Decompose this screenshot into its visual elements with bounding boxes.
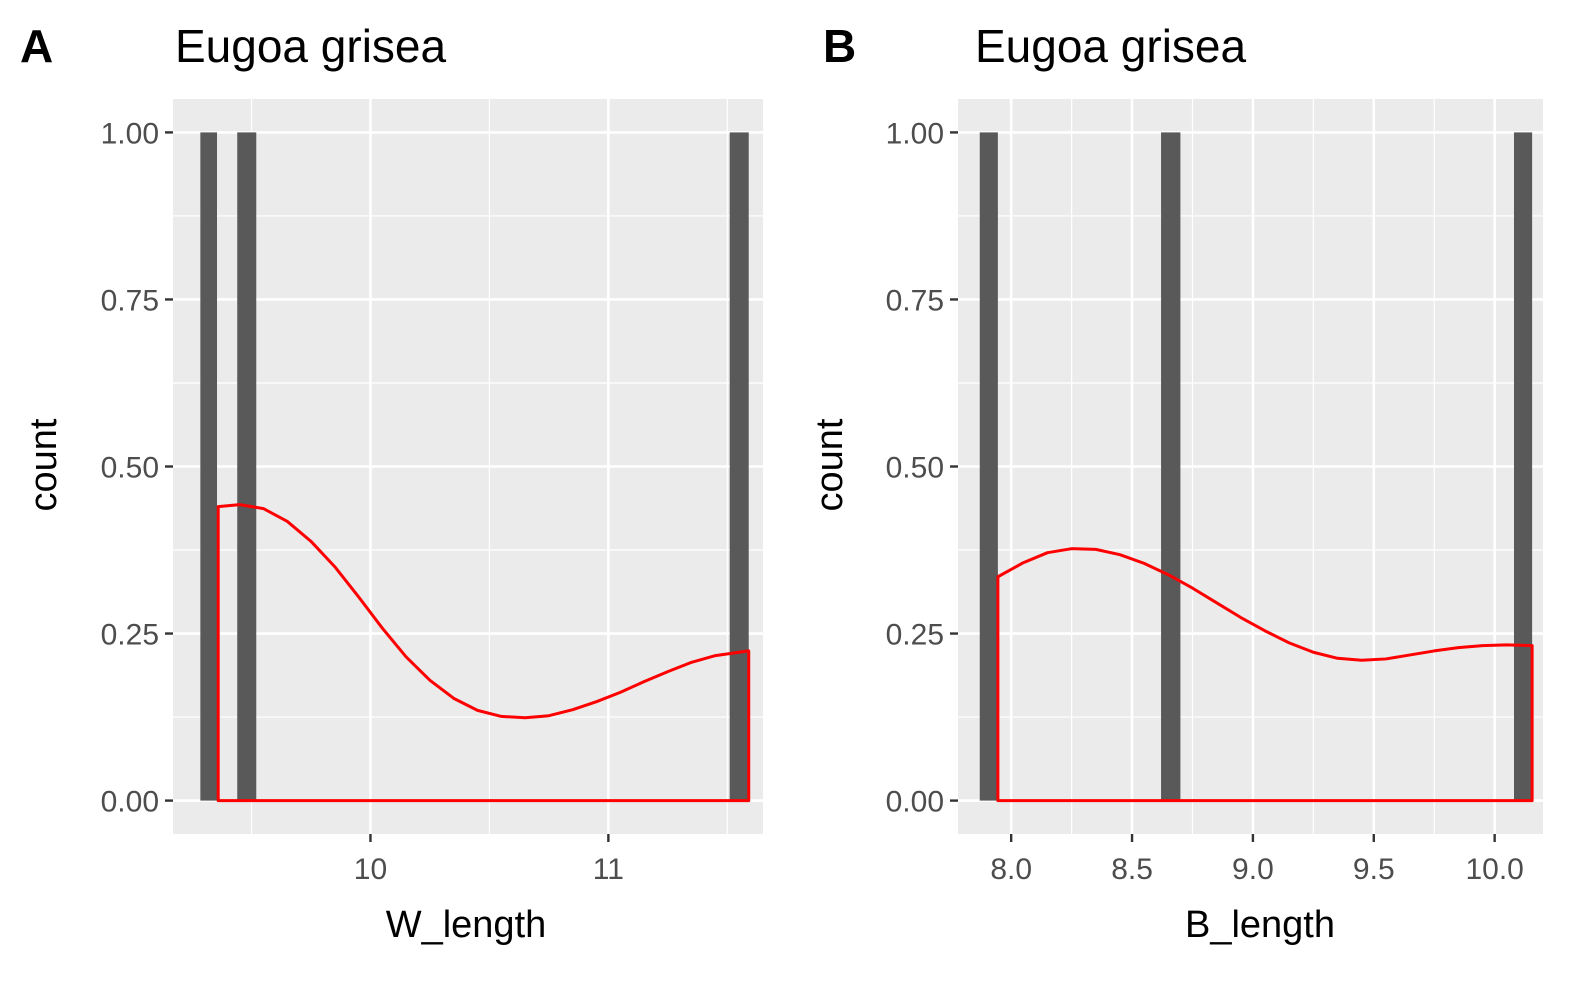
y-tick-label: 1.00	[886, 117, 944, 150]
y-axis-title: count	[809, 418, 851, 511]
histogram-bar	[979, 132, 998, 801]
x-axis-title: W_length	[386, 904, 547, 946]
y-tick-label: 0.25	[101, 619, 159, 652]
y-tick-label: 1.00	[101, 117, 159, 150]
density-curve	[216, 503, 751, 803]
x-tick-label: 9.5	[1353, 853, 1395, 886]
histogram-bar	[237, 132, 257, 801]
x-tick-label: 11	[593, 853, 624, 886]
y-tick-label: 0.75	[101, 284, 159, 317]
panel-label: A	[20, 20, 53, 72]
histogram-bar	[1513, 132, 1533, 801]
histogram-bar	[729, 132, 749, 801]
x-tick-label: 10	[354, 853, 387, 886]
y-tick-label: 0.25	[886, 619, 944, 652]
histogram-bar	[1161, 132, 1181, 801]
histogram-bar	[200, 132, 218, 801]
panel-a: A Eugoa grisea W_length count 0.000.250.…	[20, 20, 763, 946]
x-axis-title: B_length	[1185, 904, 1335, 946]
y-tick-label: 0.00	[101, 786, 159, 819]
x-tick-label: 9.0	[1232, 853, 1274, 886]
chart-title: Eugoa grisea	[975, 20, 1246, 72]
x-tick-label: 10.0	[1465, 853, 1523, 886]
panel-label: B	[823, 20, 856, 72]
panel-b: B Eugoa grisea B_length count 0.000.250.…	[809, 20, 1543, 946]
y-tick-label: 0.75	[886, 284, 944, 317]
x-tick-label: 8.0	[990, 853, 1032, 886]
y-tick-label: 0.00	[886, 786, 944, 819]
y-tick-label: 0.50	[101, 452, 159, 485]
chart-title: Eugoa grisea	[175, 20, 446, 72]
y-tick-label: 0.50	[886, 452, 944, 485]
y-axis-title: count	[23, 418, 65, 511]
plot-area: 0.00 0.25 0.50 0.75 1.00 10 11	[101, 99, 763, 886]
density-curve	[996, 547, 1534, 803]
x-tick-label: 8.5	[1111, 853, 1153, 886]
plot-area: 0.00 0.25 0.50 0.75 1.00 8.0 8.5 9.0 9.5 10.0	[886, 99, 1543, 886]
